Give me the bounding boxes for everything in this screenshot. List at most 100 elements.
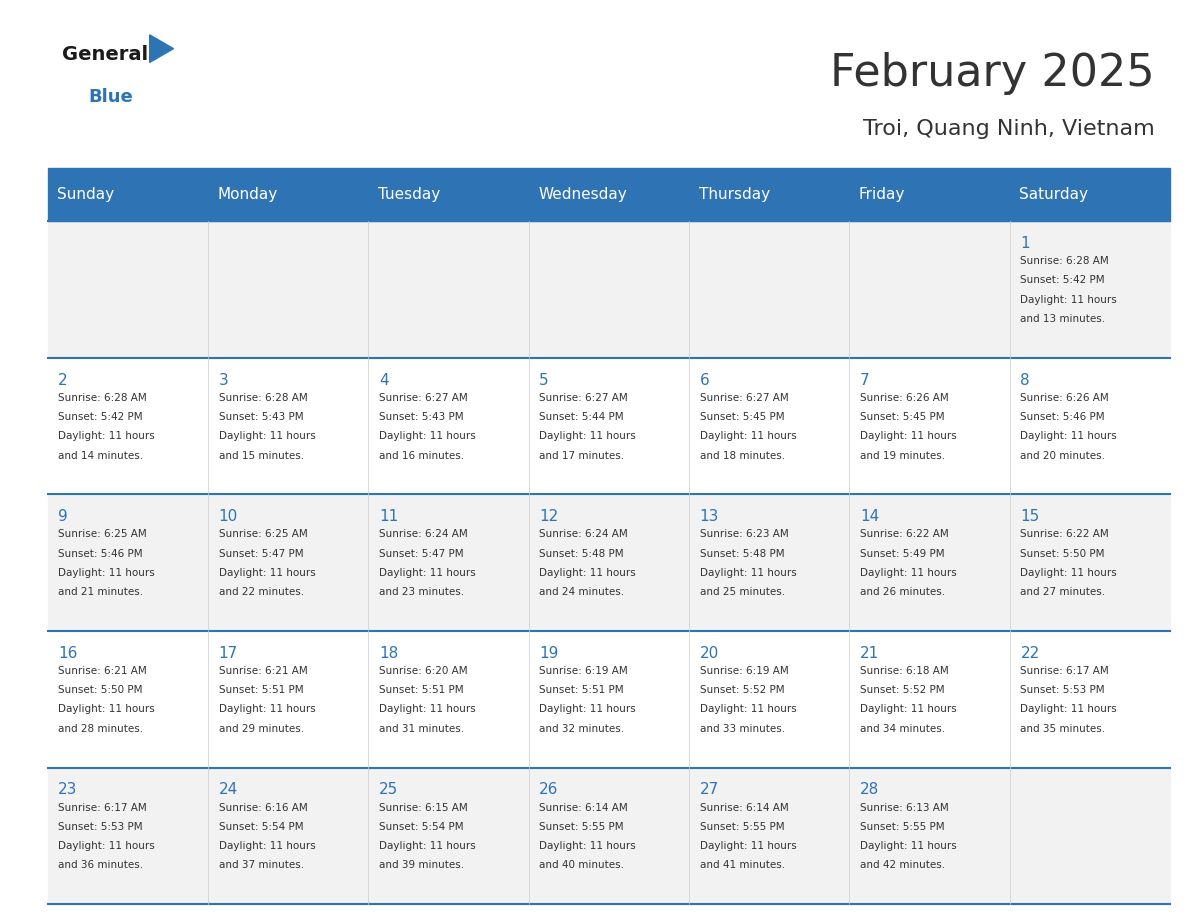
Text: Daylight: 11 hours: Daylight: 11 hours bbox=[379, 841, 475, 851]
Bar bbox=[48, 358, 1170, 495]
Text: Sunset: 5:42 PM: Sunset: 5:42 PM bbox=[1020, 275, 1105, 285]
Text: Sunrise: 6:28 AM: Sunrise: 6:28 AM bbox=[219, 393, 308, 403]
Text: and 34 minutes.: and 34 minutes. bbox=[860, 723, 946, 733]
Text: Sunset: 5:55 PM: Sunset: 5:55 PM bbox=[539, 822, 624, 832]
Text: Daylight: 11 hours: Daylight: 11 hours bbox=[58, 568, 154, 577]
Text: Daylight: 11 hours: Daylight: 11 hours bbox=[700, 431, 796, 442]
Text: Sunset: 5:43 PM: Sunset: 5:43 PM bbox=[219, 412, 303, 422]
Text: Sunrise: 6:28 AM: Sunrise: 6:28 AM bbox=[1020, 256, 1110, 266]
Text: Sunrise: 6:17 AM: Sunrise: 6:17 AM bbox=[1020, 666, 1110, 676]
Text: Sunset: 5:51 PM: Sunset: 5:51 PM bbox=[379, 685, 463, 695]
Text: Sunset: 5:53 PM: Sunset: 5:53 PM bbox=[58, 822, 143, 832]
Text: Sunrise: 6:13 AM: Sunrise: 6:13 AM bbox=[860, 802, 949, 812]
Text: and 15 minutes.: and 15 minutes. bbox=[219, 451, 304, 461]
Text: and 33 minutes.: and 33 minutes. bbox=[700, 723, 785, 733]
Text: Daylight: 11 hours: Daylight: 11 hours bbox=[539, 704, 636, 714]
Text: General: General bbox=[62, 45, 147, 64]
Text: Sunset: 5:54 PM: Sunset: 5:54 PM bbox=[379, 822, 463, 832]
Text: Sunday: Sunday bbox=[57, 187, 114, 202]
Text: Sunrise: 6:19 AM: Sunrise: 6:19 AM bbox=[539, 666, 628, 676]
Polygon shape bbox=[150, 35, 173, 62]
Text: Thursday: Thursday bbox=[699, 187, 770, 202]
Text: Monday: Monday bbox=[217, 187, 278, 202]
Text: 11: 11 bbox=[379, 509, 398, 524]
Text: Daylight: 11 hours: Daylight: 11 hours bbox=[539, 431, 636, 442]
Text: Sunset: 5:43 PM: Sunset: 5:43 PM bbox=[379, 412, 463, 422]
Text: Blue: Blue bbox=[88, 87, 133, 106]
Text: and 27 minutes.: and 27 minutes. bbox=[1020, 588, 1106, 597]
Text: Sunset: 5:48 PM: Sunset: 5:48 PM bbox=[539, 549, 624, 558]
Text: Daylight: 11 hours: Daylight: 11 hours bbox=[58, 841, 154, 851]
Text: and 26 minutes.: and 26 minutes. bbox=[860, 588, 946, 597]
Text: Sunrise: 6:19 AM: Sunrise: 6:19 AM bbox=[700, 666, 789, 676]
Text: 10: 10 bbox=[219, 509, 238, 524]
Text: Sunrise: 6:24 AM: Sunrise: 6:24 AM bbox=[379, 530, 468, 539]
Text: 21: 21 bbox=[860, 645, 879, 661]
Text: 4: 4 bbox=[379, 373, 388, 387]
Text: Sunrise: 6:26 AM: Sunrise: 6:26 AM bbox=[860, 393, 949, 403]
Text: Daylight: 11 hours: Daylight: 11 hours bbox=[58, 704, 154, 714]
Text: 28: 28 bbox=[860, 782, 879, 798]
Text: 18: 18 bbox=[379, 645, 398, 661]
Text: Sunset: 5:47 PM: Sunset: 5:47 PM bbox=[219, 549, 303, 558]
Text: Sunrise: 6:28 AM: Sunrise: 6:28 AM bbox=[58, 393, 147, 403]
Text: Daylight: 11 hours: Daylight: 11 hours bbox=[1020, 295, 1117, 305]
Text: and 39 minutes.: and 39 minutes. bbox=[379, 860, 465, 870]
Text: Sunrise: 6:15 AM: Sunrise: 6:15 AM bbox=[379, 802, 468, 812]
Text: 17: 17 bbox=[219, 645, 238, 661]
Text: and 31 minutes.: and 31 minutes. bbox=[379, 723, 465, 733]
Bar bbox=[48, 168, 1170, 221]
Text: Daylight: 11 hours: Daylight: 11 hours bbox=[219, 431, 315, 442]
Text: Daylight: 11 hours: Daylight: 11 hours bbox=[219, 841, 315, 851]
Text: Sunrise: 6:14 AM: Sunrise: 6:14 AM bbox=[539, 802, 628, 812]
Text: Daylight: 11 hours: Daylight: 11 hours bbox=[379, 704, 475, 714]
Text: Sunrise: 6:23 AM: Sunrise: 6:23 AM bbox=[700, 530, 789, 539]
Text: 26: 26 bbox=[539, 782, 558, 798]
Text: and 36 minutes.: and 36 minutes. bbox=[58, 860, 144, 870]
Text: Sunset: 5:51 PM: Sunset: 5:51 PM bbox=[539, 685, 624, 695]
Text: Sunrise: 6:24 AM: Sunrise: 6:24 AM bbox=[539, 530, 628, 539]
Text: Sunset: 5:45 PM: Sunset: 5:45 PM bbox=[860, 412, 944, 422]
Text: 23: 23 bbox=[58, 782, 77, 798]
Text: Daylight: 11 hours: Daylight: 11 hours bbox=[860, 704, 956, 714]
Text: 27: 27 bbox=[700, 782, 719, 798]
Text: and 18 minutes.: and 18 minutes. bbox=[700, 451, 785, 461]
Text: Daylight: 11 hours: Daylight: 11 hours bbox=[379, 568, 475, 577]
Text: Sunset: 5:55 PM: Sunset: 5:55 PM bbox=[700, 822, 784, 832]
Text: 16: 16 bbox=[58, 645, 77, 661]
Text: 12: 12 bbox=[539, 509, 558, 524]
Text: 14: 14 bbox=[860, 509, 879, 524]
Text: Saturday: Saturday bbox=[1019, 187, 1088, 202]
Text: Sunset: 5:47 PM: Sunset: 5:47 PM bbox=[379, 549, 463, 558]
Text: Sunset: 5:46 PM: Sunset: 5:46 PM bbox=[1020, 412, 1105, 422]
Text: Daylight: 11 hours: Daylight: 11 hours bbox=[700, 841, 796, 851]
Text: Daylight: 11 hours: Daylight: 11 hours bbox=[860, 841, 956, 851]
Text: 22: 22 bbox=[1020, 645, 1040, 661]
Text: Sunset: 5:50 PM: Sunset: 5:50 PM bbox=[1020, 549, 1105, 558]
Text: 6: 6 bbox=[700, 373, 709, 387]
Bar bbox=[48, 221, 1170, 358]
Text: Sunrise: 6:27 AM: Sunrise: 6:27 AM bbox=[379, 393, 468, 403]
Text: Sunrise: 6:21 AM: Sunrise: 6:21 AM bbox=[219, 666, 308, 676]
Text: Daylight: 11 hours: Daylight: 11 hours bbox=[379, 431, 475, 442]
Text: and 24 minutes.: and 24 minutes. bbox=[539, 588, 625, 597]
Text: Sunset: 5:46 PM: Sunset: 5:46 PM bbox=[58, 549, 143, 558]
Text: Sunrise: 6:21 AM: Sunrise: 6:21 AM bbox=[58, 666, 147, 676]
Text: Wednesday: Wednesday bbox=[538, 187, 627, 202]
Text: Sunset: 5:50 PM: Sunset: 5:50 PM bbox=[58, 685, 143, 695]
Text: 24: 24 bbox=[219, 782, 238, 798]
Text: Sunrise: 6:27 AM: Sunrise: 6:27 AM bbox=[539, 393, 628, 403]
Text: Daylight: 11 hours: Daylight: 11 hours bbox=[1020, 431, 1117, 442]
Text: Sunset: 5:48 PM: Sunset: 5:48 PM bbox=[700, 549, 784, 558]
Text: Daylight: 11 hours: Daylight: 11 hours bbox=[860, 431, 956, 442]
Text: Sunrise: 6:17 AM: Sunrise: 6:17 AM bbox=[58, 802, 147, 812]
Bar bbox=[48, 495, 1170, 631]
Text: 3: 3 bbox=[219, 373, 228, 387]
Text: Sunset: 5:55 PM: Sunset: 5:55 PM bbox=[860, 822, 944, 832]
Text: Sunrise: 6:26 AM: Sunrise: 6:26 AM bbox=[1020, 393, 1110, 403]
Text: Sunset: 5:44 PM: Sunset: 5:44 PM bbox=[539, 412, 624, 422]
Text: and 21 minutes.: and 21 minutes. bbox=[58, 588, 144, 597]
Text: February 2025: February 2025 bbox=[830, 52, 1155, 95]
Text: Sunset: 5:45 PM: Sunset: 5:45 PM bbox=[700, 412, 784, 422]
Text: Daylight: 11 hours: Daylight: 11 hours bbox=[219, 568, 315, 577]
